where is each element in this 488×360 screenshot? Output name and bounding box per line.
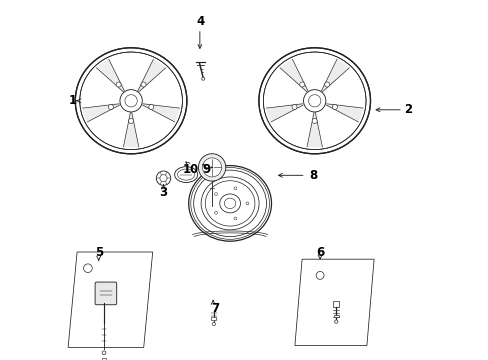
Circle shape xyxy=(141,82,146,87)
Ellipse shape xyxy=(194,171,265,236)
FancyBboxPatch shape xyxy=(333,315,338,317)
Circle shape xyxy=(102,351,106,355)
Polygon shape xyxy=(82,103,120,122)
Polygon shape xyxy=(280,59,308,93)
Text: 5: 5 xyxy=(94,246,102,258)
Circle shape xyxy=(198,154,225,181)
Polygon shape xyxy=(325,103,363,122)
Ellipse shape xyxy=(174,167,197,183)
FancyBboxPatch shape xyxy=(95,282,117,305)
Circle shape xyxy=(116,82,121,87)
Text: 9: 9 xyxy=(202,163,210,176)
Ellipse shape xyxy=(80,53,182,149)
Circle shape xyxy=(234,187,237,190)
Circle shape xyxy=(332,104,337,109)
Ellipse shape xyxy=(219,194,240,213)
Circle shape xyxy=(234,217,237,220)
Circle shape xyxy=(83,264,92,273)
Circle shape xyxy=(108,104,113,109)
Circle shape xyxy=(316,271,324,279)
Text: 2: 2 xyxy=(404,103,411,116)
FancyBboxPatch shape xyxy=(333,301,339,307)
Circle shape xyxy=(148,104,153,109)
Circle shape xyxy=(202,77,204,80)
Text: 3: 3 xyxy=(159,186,167,199)
Text: 1: 1 xyxy=(68,94,76,107)
Circle shape xyxy=(214,211,217,214)
Circle shape xyxy=(211,166,213,168)
Text: 8: 8 xyxy=(308,169,316,182)
Polygon shape xyxy=(306,112,322,148)
Circle shape xyxy=(299,82,304,87)
Circle shape xyxy=(156,171,170,185)
Circle shape xyxy=(128,118,133,123)
Polygon shape xyxy=(136,59,165,93)
Circle shape xyxy=(212,323,215,326)
Polygon shape xyxy=(265,103,303,122)
Circle shape xyxy=(303,90,325,112)
Text: 6: 6 xyxy=(315,246,324,258)
Circle shape xyxy=(324,82,329,87)
Polygon shape xyxy=(96,59,125,93)
Circle shape xyxy=(291,104,296,109)
Text: 7: 7 xyxy=(211,302,219,315)
Circle shape xyxy=(311,118,317,123)
Circle shape xyxy=(334,320,337,323)
Circle shape xyxy=(202,158,221,177)
FancyBboxPatch shape xyxy=(211,317,216,320)
Polygon shape xyxy=(142,103,179,122)
Text: 10: 10 xyxy=(182,163,198,176)
Ellipse shape xyxy=(264,53,365,149)
FancyBboxPatch shape xyxy=(102,358,106,360)
Circle shape xyxy=(120,90,142,112)
Circle shape xyxy=(214,193,217,195)
Circle shape xyxy=(245,202,248,205)
Polygon shape xyxy=(123,112,139,148)
Polygon shape xyxy=(320,59,349,93)
Text: 4: 4 xyxy=(196,15,204,28)
